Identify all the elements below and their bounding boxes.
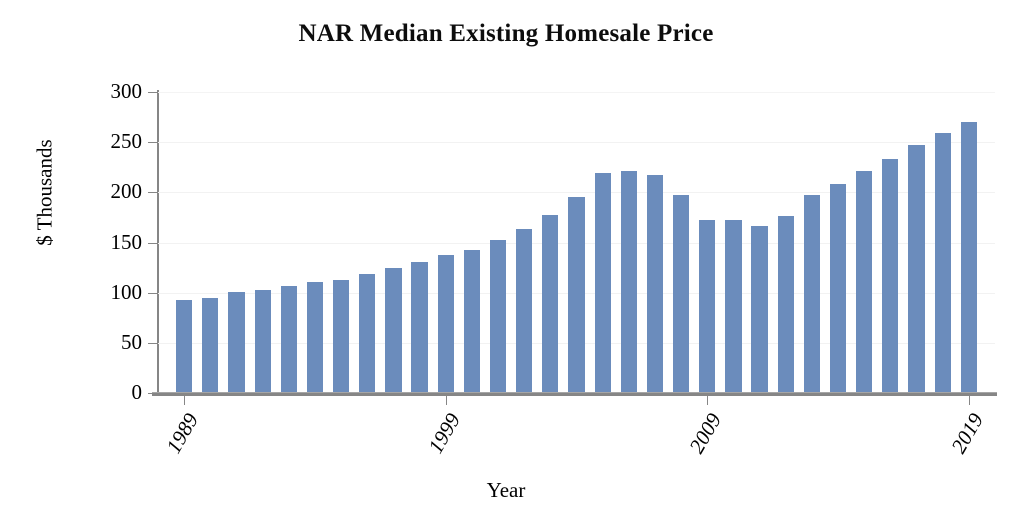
y-axis-label-text: 200 bbox=[110, 179, 143, 204]
y-axis-label-text: 300 bbox=[110, 79, 143, 103]
bar bbox=[516, 229, 533, 393]
y-axis-label-text: 100 bbox=[110, 279, 143, 304]
bar bbox=[725, 220, 742, 393]
bar bbox=[829, 184, 847, 393]
y-axis-label: 150 bbox=[0, 229, 143, 254]
y-axis-label-text: 0 bbox=[131, 380, 143, 404]
bar bbox=[594, 173, 611, 393]
y-axis-tick bbox=[148, 142, 158, 144]
bar bbox=[803, 195, 820, 393]
y-axis-tick bbox=[148, 242, 158, 244]
y-axis-label: 200 bbox=[0, 179, 143, 204]
x-axis-line bbox=[152, 392, 997, 396]
y-axis-label-text: 50 bbox=[121, 329, 142, 354]
bar bbox=[254, 289, 271, 393]
gridline bbox=[158, 142, 995, 144]
bar bbox=[489, 239, 507, 393]
bar bbox=[332, 279, 350, 393]
bar bbox=[176, 299, 193, 393]
bar bbox=[751, 226, 768, 393]
x-axis-label: 2009 bbox=[684, 409, 727, 458]
y-axis-tick bbox=[148, 342, 158, 344]
x-axis-tick bbox=[968, 395, 970, 405]
x-axis-tick bbox=[707, 395, 709, 405]
y-axis-label: 300 bbox=[0, 79, 143, 103]
bar bbox=[202, 297, 219, 393]
y-axis-tick bbox=[148, 292, 158, 294]
plot-area bbox=[158, 92, 995, 393]
bar bbox=[280, 285, 297, 393]
bar bbox=[882, 159, 899, 393]
bar bbox=[463, 249, 480, 393]
y-axis-label: 100 bbox=[0, 279, 143, 304]
bar bbox=[777, 216, 794, 393]
bar bbox=[620, 171, 637, 393]
x-axis-label: 1999 bbox=[422, 409, 465, 458]
chart-title: NAR Median Existing Homesale Price bbox=[298, 20, 714, 47]
gridline bbox=[158, 92, 995, 93]
y-axis-tick bbox=[148, 92, 158, 93]
y-axis-label: 0 bbox=[0, 380, 143, 404]
x-axis-title: Year bbox=[486, 478, 526, 502]
bar bbox=[646, 175, 664, 393]
bar bbox=[699, 220, 716, 393]
y-axis-label: 250 bbox=[0, 129, 143, 154]
bar bbox=[960, 122, 977, 393]
bar bbox=[359, 273, 376, 393]
x-axis-tick bbox=[445, 395, 447, 405]
x-axis-label: 1989 bbox=[161, 409, 204, 458]
x-axis-tick bbox=[184, 395, 186, 405]
x-axis-label: 2019 bbox=[946, 409, 988, 458]
y-axis-label-text: 250 bbox=[110, 129, 143, 154]
bar bbox=[306, 281, 324, 393]
bar bbox=[673, 195, 690, 393]
bar bbox=[568, 197, 585, 393]
bar bbox=[934, 133, 951, 393]
bar bbox=[385, 267, 402, 393]
bar bbox=[908, 145, 925, 393]
bar bbox=[437, 254, 454, 393]
y-axis-label-text: 150 bbox=[110, 229, 143, 254]
bar bbox=[856, 171, 873, 393]
y-axis-label: 50 bbox=[0, 329, 142, 354]
y-axis-tick bbox=[148, 192, 158, 194]
bar bbox=[411, 261, 428, 393]
bar bbox=[228, 291, 245, 393]
bar bbox=[542, 215, 559, 393]
gridline bbox=[158, 192, 995, 194]
